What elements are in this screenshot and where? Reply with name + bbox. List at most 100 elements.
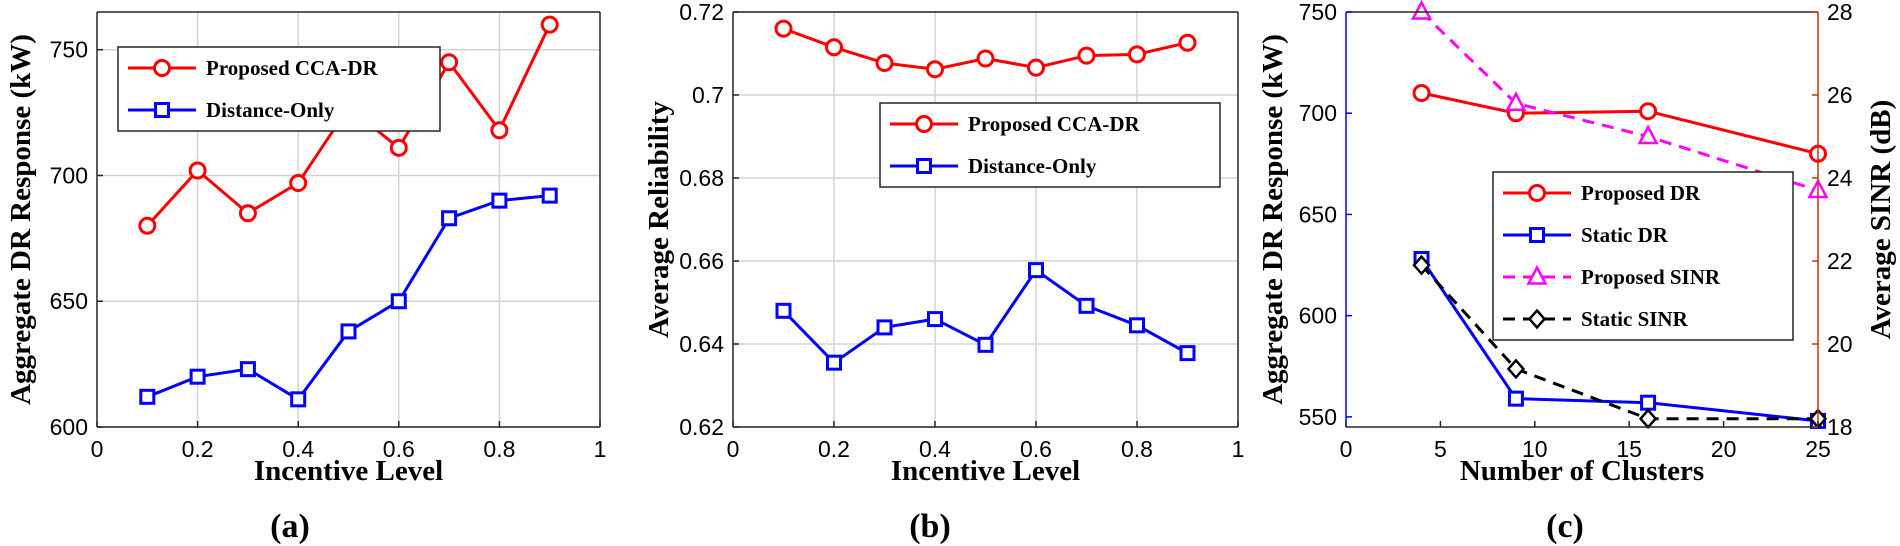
data-point: [138, 216, 157, 235]
data-point: [1507, 390, 1524, 407]
data-point: [238, 204, 257, 223]
y-tick-label: 0.68: [679, 165, 724, 191]
data-point: [927, 311, 943, 328]
y-tick-label: 650: [1299, 201, 1337, 227]
data-point: [1637, 124, 1659, 145]
data-point: [1638, 408, 1658, 430]
x-tick-label: 0.2: [818, 436, 850, 462]
x-tick-label: 0.2: [182, 436, 214, 462]
x-axis-label: Incentive Level: [254, 455, 443, 487]
data-point: [139, 388, 156, 405]
x-tick-label: 0: [1340, 436, 1353, 462]
series-line-0: [1421, 91, 1819, 156]
y-right-tick-label: 22: [1827, 248, 1853, 274]
legend-label: Distance-Only: [968, 154, 1097, 178]
x-tick-label: 10: [1522, 436, 1548, 462]
x-tick-label: 1: [1232, 436, 1245, 462]
legend-label: Distance-Only: [206, 98, 335, 122]
data-point: [1027, 58, 1045, 77]
x-tick-label: 1: [594, 436, 607, 462]
data-point: [1129, 317, 1145, 334]
data-point: [1410, 0, 1433, 20]
legend-marker: [153, 59, 171, 77]
data-point: [1028, 262, 1044, 279]
data-point: [875, 54, 894, 73]
y-right-tick-label: 24: [1827, 165, 1853, 191]
y-tick-label: 550: [1299, 404, 1337, 430]
y-right-axis-label: Average SINR (dB): [1865, 100, 1897, 340]
data-point: [1412, 83, 1431, 102]
data-point: [189, 368, 206, 385]
legend-label: Proposed DR: [1581, 181, 1701, 205]
data-point: [188, 161, 207, 180]
data-point: [1128, 45, 1146, 64]
data-point: [490, 121, 509, 140]
data-point: [1506, 358, 1526, 380]
x-tick-label: 0: [727, 436, 740, 462]
y-tick-label: 750: [1299, 0, 1337, 25]
x-tick-label: 0.6: [1020, 436, 1052, 462]
y-axis-label: Average Reliability: [643, 100, 675, 338]
series-line-2: [1420, 10, 1819, 192]
data-point: [825, 38, 843, 57]
y-right-tick-label: 18: [1827, 414, 1853, 440]
y-tick-label: 0.64: [679, 331, 724, 357]
legend-label: Static DR: [1581, 223, 1669, 247]
x-tick-label: 0.4: [282, 436, 314, 462]
x-tick-label: 25: [1805, 436, 1831, 462]
chart-panel-0: 0 0.2 0.4 0.6 0.8 1 600 650 700 750 Incentive Leve…: [5, 11, 607, 545]
legend-label: Proposed CCA-DR: [968, 112, 1141, 136]
y-tick-label: 600: [1299, 303, 1337, 329]
data-point: [774, 19, 793, 38]
legend: Proposed CCA-DR Distance-Only: [879, 102, 1221, 188]
data-point: [1639, 102, 1658, 121]
y-tick-label: 700: [50, 162, 88, 188]
legend-marker: [1526, 264, 1548, 285]
y-right-tick-label: 20: [1827, 331, 1853, 357]
x-axis-label: Number of Clusters: [1460, 455, 1704, 487]
chart-panel-2: 0 5 10 15 20 25 550 600 650 700 750 18 20 22 24 26 28 Num…: [1257, 0, 1897, 545]
legend-label: Static SINR: [1581, 307, 1689, 331]
data-point: [290, 391, 307, 408]
x-tick-label: 20: [1711, 436, 1737, 462]
x-axis-label: Incentive Level: [891, 455, 1080, 487]
x-tick-label: 0.8: [1121, 436, 1153, 462]
panel-label: (b): [909, 508, 951, 545]
x-tick-label: 0.8: [483, 436, 515, 462]
x-tick-label: 5: [1434, 436, 1447, 462]
y-tick-label: 700: [1299, 100, 1337, 126]
x-tick-label: 0.6: [383, 436, 415, 462]
legend-label: Proposed SINR: [1581, 265, 1721, 289]
chart-panel-1: 0 0.2 0.4 0.6 0.8 1 0.62 0.64 0.66 0.68 0.7 0.72 Inc…: [643, 0, 1244, 545]
legend: Proposed DR Static DR Proposed SINR Static …: [1492, 171, 1794, 341]
legend-marker: [154, 102, 170, 118]
data-point: [775, 302, 792, 319]
data-point: [977, 336, 994, 353]
data-point: [340, 323, 357, 340]
y-axis-label: Aggregate DR Response (kW): [1257, 34, 1289, 405]
y-right-tick-label: 28: [1827, 0, 1853, 25]
legend-marker: [915, 115, 933, 133]
x-tick-label: 15: [1616, 436, 1642, 462]
y-tick-label: 0.72: [679, 0, 724, 25]
data-point: [540, 15, 559, 34]
x-tick-label: 0.4: [919, 436, 951, 462]
data-point: [390, 293, 407, 310]
y-tick-label: 600: [50, 414, 88, 440]
x-tick-label: 0: [91, 436, 104, 462]
series-line-1: [1420, 258, 1819, 423]
legend-box: [1492, 171, 1794, 341]
data-point: [440, 53, 459, 72]
data-point: [826, 354, 842, 371]
data-point: [441, 210, 458, 227]
data-point: [1078, 297, 1095, 314]
legend-marker: [916, 158, 932, 174]
legend-box: [879, 102, 1221, 188]
data-point: [389, 138, 408, 157]
data-point: [1077, 46, 1096, 65]
series-line-3: [1420, 264, 1818, 421]
panel-label: (a): [270, 508, 310, 545]
data-point: [1505, 91, 1527, 112]
y-axis-label: Aggregate DR Response (kW): [5, 34, 37, 405]
